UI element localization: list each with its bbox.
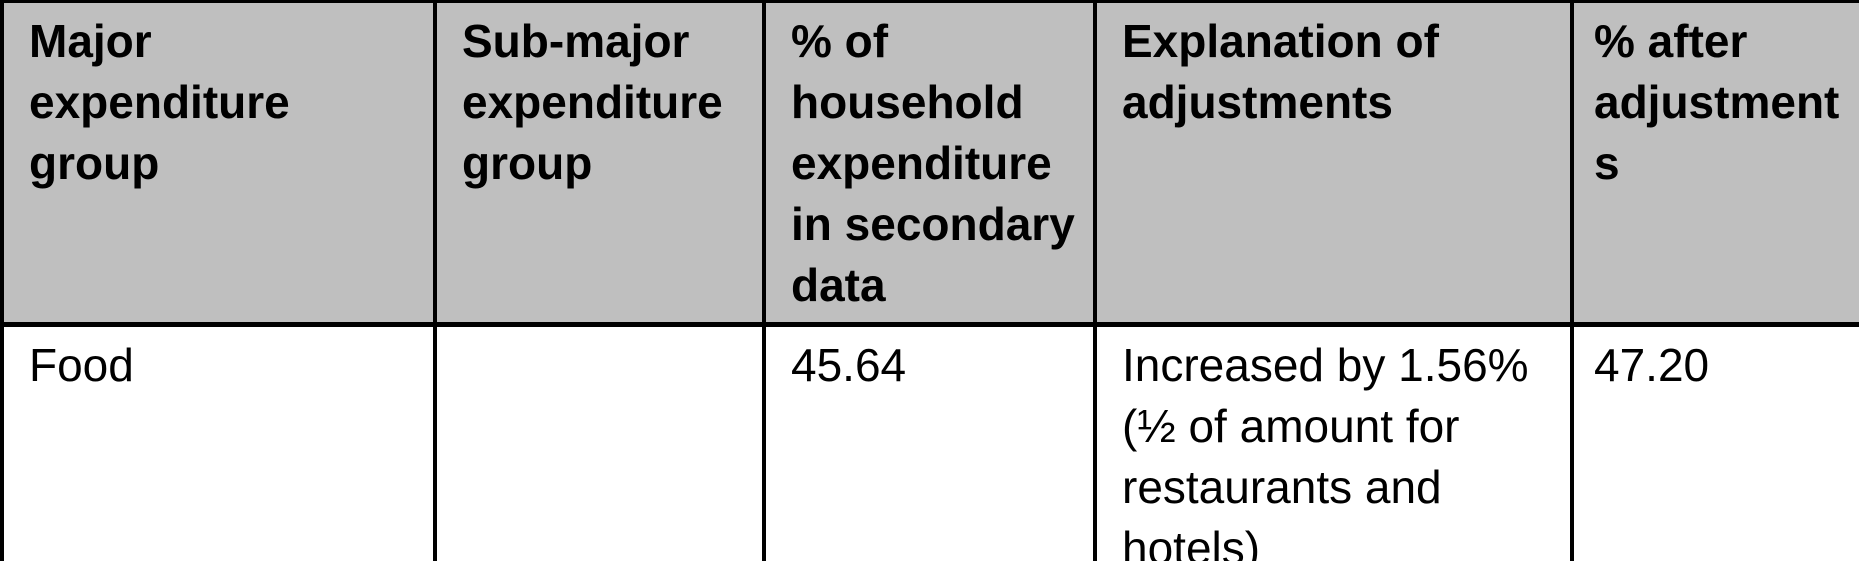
table-header-row: Major expenditure group Sub-major expend… [0,1,1859,327]
cell-explanation: Increased by 1.56% (½ of amount for rest… [1093,324,1574,561]
table-row-food: Food 45.64 Increased by 1.56% (½ of amou… [0,324,1859,561]
cell-sub-major-group [433,324,766,561]
cell-major-group: Food [0,324,437,561]
header-cell-explanation-of-adjustments: Explanation of adjustments [1093,1,1574,327]
header-cell-sub-major-expenditure-group: Sub-major expenditure group [433,1,766,327]
header-cell-pct-after-adjustments: % after adjustments [1570,1,1859,327]
header-cell-major-expenditure-group: Major expenditure group [0,1,437,327]
cell-pct-after-adjustments: 47.20 [1570,324,1859,561]
header-cell-pct-household-expenditure-secondary-data: % of household expenditure in secondary … [762,1,1097,327]
cell-pct-household-secondary: 45.64 [762,324,1097,561]
